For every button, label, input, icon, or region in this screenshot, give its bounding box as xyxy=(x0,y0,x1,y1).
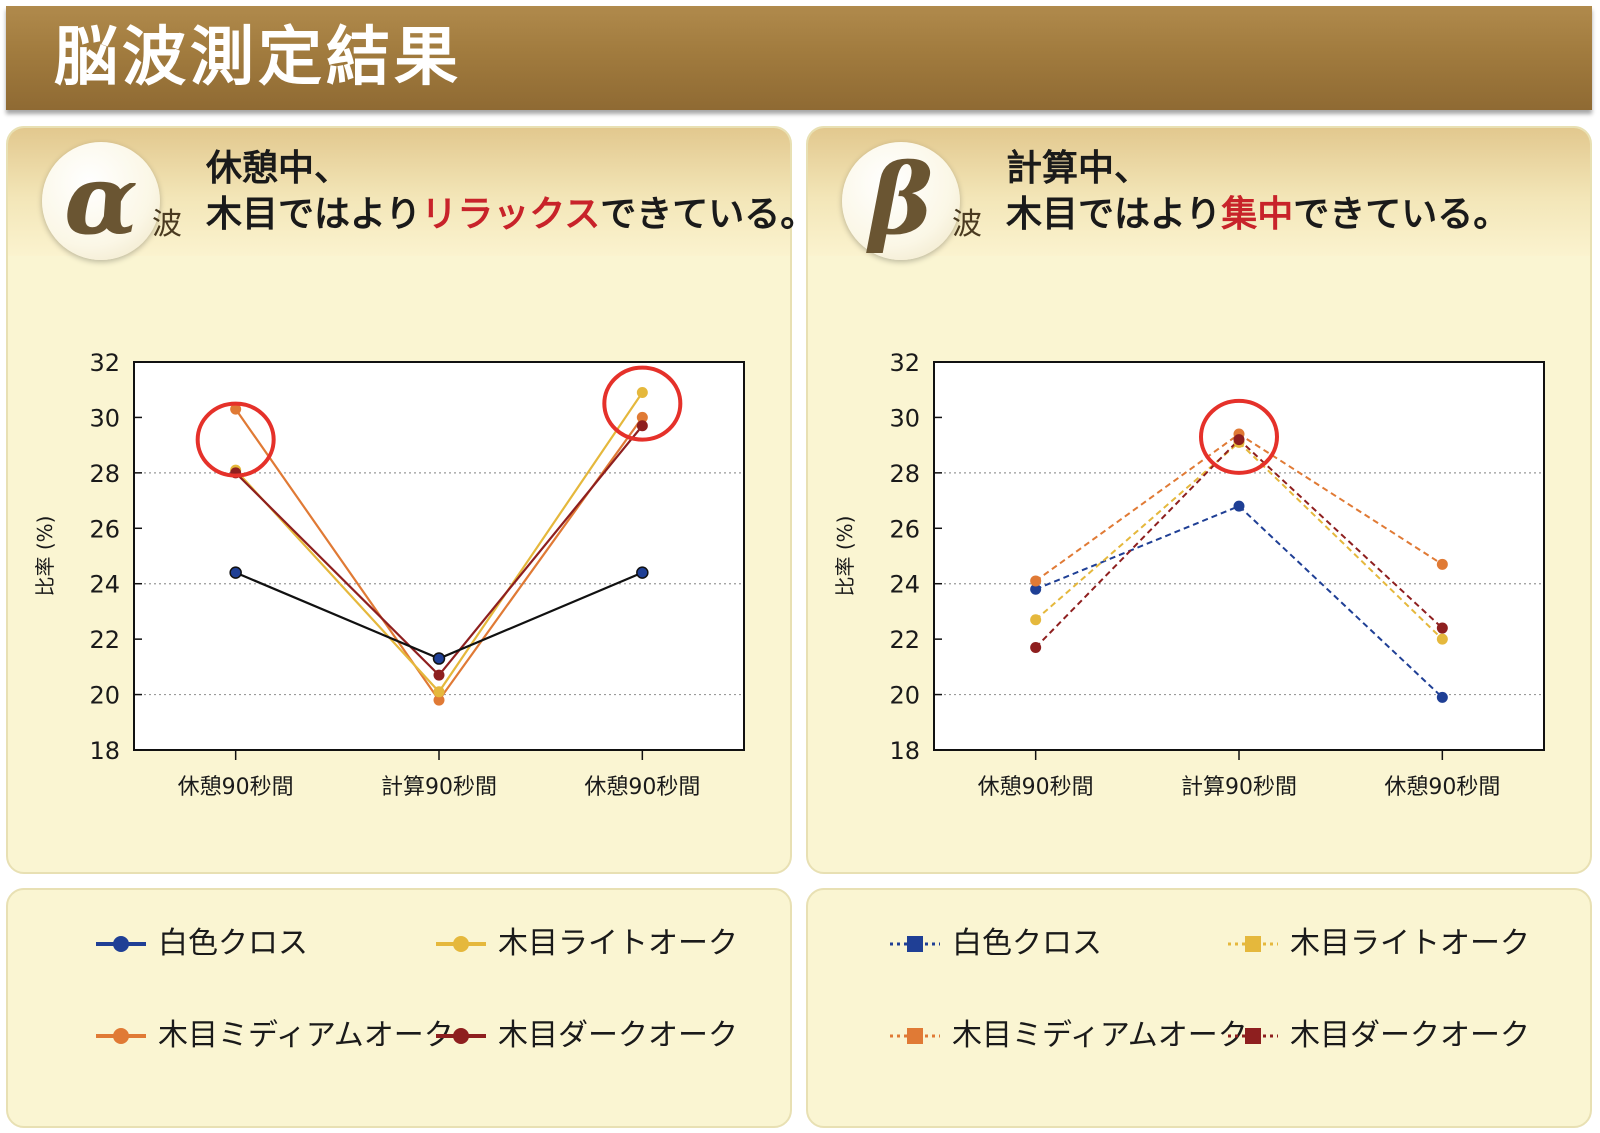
x-tick-label: 計算90秒間 xyxy=(1181,775,1297,800)
legend-square xyxy=(907,1028,923,1044)
data-point xyxy=(432,652,446,665)
data-point xyxy=(1233,500,1245,512)
alpha-symbol: α xyxy=(64,143,138,256)
legend-marker xyxy=(890,1028,940,1044)
data-point xyxy=(1030,575,1042,587)
beta-headline-accent: 集中 xyxy=(1221,194,1294,235)
legend-square xyxy=(1245,1028,1261,1044)
data-point xyxy=(636,386,648,398)
y-tick-label: 26 xyxy=(89,515,120,543)
data-point xyxy=(229,566,242,579)
legend-square xyxy=(1245,936,1261,952)
y-tick-label: 28 xyxy=(889,460,920,488)
data-point xyxy=(636,420,648,432)
data-point xyxy=(1436,622,1448,634)
alpha-badge-sub: 波 xyxy=(152,207,182,242)
data-point xyxy=(1233,434,1245,446)
highlight-circle xyxy=(195,401,276,478)
legend-dot xyxy=(453,1028,469,1044)
header-bar: 脳波測定結果 xyxy=(6,6,1592,110)
y-axis-label: 比率 (%) xyxy=(833,516,857,597)
alpha-headline-pre: 木目ではより xyxy=(206,194,422,235)
beta-headline-pre: 木目ではより xyxy=(1006,194,1222,235)
y-tick-label: 30 xyxy=(89,404,120,432)
plot-area xyxy=(934,362,1544,750)
y-tick-label: 22 xyxy=(889,626,920,654)
alpha-headline-line2: 木目ではよりリラックスできている。 xyxy=(206,192,816,238)
y-tick-label: 18 xyxy=(889,737,920,765)
legend-label: 白色クロス xyxy=(952,926,1102,961)
legend-label: 木目ライトオーク xyxy=(1290,926,1530,961)
alpha-headline-post: できている。 xyxy=(600,194,817,235)
beta-headline: 計算中、 木目ではより集中できている。 xyxy=(1006,146,1509,238)
y-tick-label: 24 xyxy=(889,571,920,599)
y-tick-label: 32 xyxy=(89,349,120,377)
beta-badge: β xyxy=(842,142,960,260)
data-point xyxy=(1030,641,1042,653)
data-point xyxy=(433,686,445,698)
data-point xyxy=(1030,614,1042,626)
x-tick-label: 計算90秒間 xyxy=(381,775,497,800)
alpha-headline-line1: 休憩中、 xyxy=(206,148,351,189)
legend-marker xyxy=(436,936,486,952)
page-title: 脳波測定結果 xyxy=(54,21,462,95)
legend-dot xyxy=(113,936,129,952)
y-tick-label: 20 xyxy=(889,682,920,710)
highlight-circle xyxy=(1199,398,1279,475)
legend-label: 木目ダークオーク xyxy=(1290,1018,1530,1053)
alpha-chart: 18 20 22 24 26 28 30 32 休憩90秒間 計算90秒間 休憩90秒間 比率 (%) xyxy=(33,349,745,800)
beta-chart: 18 20 22 24 26 28 30 32 休憩90秒間 計算90秒間 休憩90秒間 比率 (%) xyxy=(833,349,1545,800)
x-tick-label: 休憩90秒間 xyxy=(1384,775,1500,800)
legend-marker xyxy=(436,1028,486,1044)
legend-label: 木目ミディアムオーク xyxy=(158,1018,454,1053)
y-tick-label: 20 xyxy=(89,682,120,710)
series-line xyxy=(1035,504,1444,699)
beta-panel: β 波 計算中、 木目ではより集中できている。 18 20 22 24 26 28 30 32… xyxy=(806,126,1592,874)
data-point xyxy=(230,403,242,415)
legend-marker xyxy=(1228,1028,1278,1044)
y-tick-label: 30 xyxy=(889,404,920,432)
legend-label: 木目ダークオーク xyxy=(498,1018,738,1053)
x-tick-label: 休憩90秒間 xyxy=(178,775,294,800)
x-tick-label: 休憩90秒間 xyxy=(584,775,700,800)
data-point xyxy=(636,411,648,423)
data-point xyxy=(433,669,445,681)
legend-dot xyxy=(113,1028,129,1044)
x-tick-label: 休憩90秒間 xyxy=(978,775,1094,800)
beta-headline-post: できている。 xyxy=(1293,194,1510,235)
data-point xyxy=(1030,583,1042,595)
beta-headline-line2: 木目ではより集中できている。 xyxy=(1006,192,1509,238)
y-tick-label: 18 xyxy=(89,737,120,765)
legend-label: 白色クロス xyxy=(158,926,308,961)
beta-badge-sub: 波 xyxy=(952,207,982,242)
alpha-headline: 休憩中、 木目ではよりリラックスできている。 xyxy=(206,146,816,238)
data-point xyxy=(1436,633,1448,645)
y-tick-label: 22 xyxy=(89,626,120,654)
legend-dot xyxy=(453,936,469,952)
legend-marker xyxy=(1228,936,1278,952)
data-point xyxy=(1436,558,1448,570)
beta-symbol: β xyxy=(869,143,933,256)
legend-marker xyxy=(96,936,146,952)
legend-marker xyxy=(96,1028,146,1044)
data-point xyxy=(433,694,445,706)
legend-label: 木目ミディアムオーク xyxy=(952,1018,1248,1053)
legend-marker xyxy=(890,936,940,952)
y-axis-label: 比率 (%) xyxy=(33,516,57,597)
legend-square xyxy=(907,936,923,952)
alpha-legend: 白色クロス 木目ライトオーク 木目ミディアムオーク 木目ダークオーク xyxy=(6,888,792,1128)
data-point xyxy=(1436,691,1448,703)
data-point xyxy=(636,566,649,579)
beta-headline-line1: 計算中、 xyxy=(1006,148,1151,189)
y-tick-label: 26 xyxy=(889,515,920,543)
alpha-badge: α xyxy=(42,142,160,260)
highlight-circle xyxy=(602,365,683,442)
alpha-headline-accent: リラックス xyxy=(421,194,601,235)
legend-label: 木目ライトオーク xyxy=(498,926,738,961)
beta-legend: 白色クロス 木目ライトオーク 木目ミディアムオーク 木目ダークオーク xyxy=(806,888,1592,1128)
alpha-panel: α 波 休憩中、 木目ではよりリラックスできている。 18 20 22 24 26 28 3… xyxy=(6,126,816,874)
y-tick-label: 24 xyxy=(89,571,120,599)
y-tick-label: 32 xyxy=(889,349,920,377)
y-tick-label: 28 xyxy=(89,460,120,488)
